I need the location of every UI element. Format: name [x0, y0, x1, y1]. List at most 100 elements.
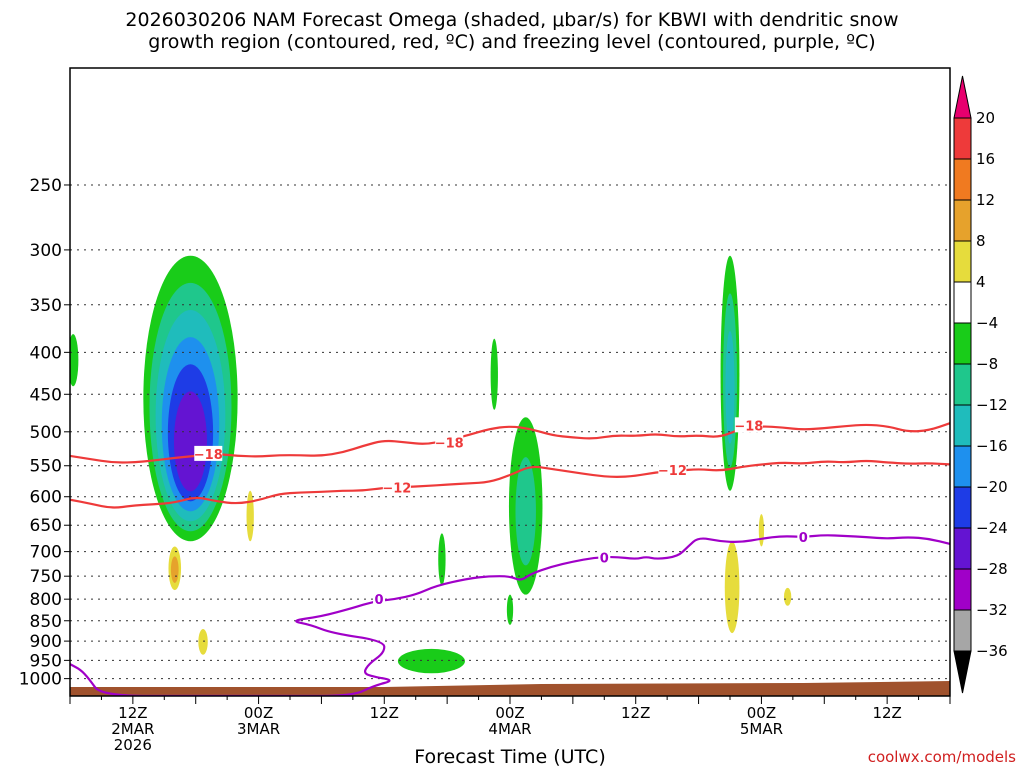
- omega-feature-5-layer-0: [506, 594, 514, 625]
- colorbar-bottom-arrow: [953, 650, 972, 694]
- colorbar-label: 16: [976, 150, 995, 168]
- time-tick-label: 00Z: [244, 704, 273, 722]
- omega-feature-6-layer-2: [725, 330, 735, 444]
- omega-feature-7-layer-0: [70, 334, 79, 387]
- pressure-tick-label-550: 550: [30, 457, 62, 477]
- colorbar: 20 16 12 8 4 −4 −8 −12 −16 −20 −24 −28 −32 −36: [953, 75, 1008, 694]
- chart-subtitle: growth region (contoured, red, ºC) and f…: [148, 31, 876, 53]
- time-tick-label: 2MAR: [111, 720, 154, 738]
- contour-labels: −18 −18 −18 −12 −12 0 0 0: [194, 417, 810, 608]
- time-tick-label: 4MAR: [488, 720, 531, 738]
- chart-title: 2026030206 NAM Forecast Omega (shaded, μ…: [125, 9, 899, 31]
- contour-label-bg: [797, 529, 810, 545]
- colorbar-bin-6: [953, 322, 972, 365]
- colorbar-bin-5: [953, 281, 972, 324]
- colorbar-bin-3: [953, 199, 972, 242]
- contour-label-4: −12: [658, 464, 687, 479]
- pressure-tick-label-850: 850: [30, 612, 62, 632]
- colorbar-label: −28: [976, 560, 1008, 578]
- contour-line-2: [70, 534, 950, 696]
- colorbar-bin-2: [953, 158, 972, 201]
- contour-label-bg: [734, 417, 763, 433]
- pressure-tick-label-800: 800: [30, 590, 62, 610]
- omega-feature-2-layer-1: [515, 457, 536, 566]
- contour-line-1: [70, 459, 950, 509]
- colorbar-bin-8: [953, 404, 972, 447]
- pressure-tick-label-1000: 1000: [19, 670, 62, 690]
- contour-label-7: 0: [799, 531, 808, 546]
- ascent-feature-2-layer-0: [246, 490, 254, 542]
- ascent-feature-5-layer-0: [783, 587, 792, 606]
- colorbar-label: −24: [976, 519, 1008, 537]
- omega-feature-3-layer-0: [397, 648, 465, 674]
- pressure-tick-label-700: 700: [30, 543, 62, 563]
- pressure-tick-label-300: 300: [30, 241, 62, 261]
- colorbar-bin-10: [953, 486, 972, 529]
- colorbar-bin-13: [953, 609, 972, 652]
- time-tick-label: 12Z: [621, 704, 650, 722]
- colorbar-label: −4: [976, 314, 998, 332]
- colorbar-label: 12: [976, 191, 995, 209]
- pressure-axis: 2503003504004505005506006507007508008509…: [19, 176, 70, 690]
- pressure-tick-label-400: 400: [30, 343, 62, 363]
- pressure-tick-label-650: 650: [30, 516, 62, 536]
- ascent-feature-4-layer-0: [758, 514, 765, 547]
- colorbar-label: 20: [976, 109, 995, 127]
- pressure-tick-label-600: 600: [30, 488, 62, 508]
- contour-label-0: −18: [194, 448, 223, 463]
- time-tick-label: 12Z: [370, 704, 399, 722]
- time-tick-label: 00Z: [495, 704, 524, 722]
- contour-label-6: 0: [600, 552, 609, 567]
- colorbar-label: −32: [976, 601, 1008, 619]
- contour-label-3: −12: [382, 482, 411, 497]
- contour-label-bg: [373, 591, 386, 607]
- contour-label-1: −18: [435, 436, 464, 451]
- colorbar-label: 8: [976, 232, 986, 250]
- colorbar-label: −20: [976, 478, 1008, 496]
- time-tick-label: 12Z: [872, 704, 901, 722]
- ascent-feature-1-layer-0: [198, 629, 208, 655]
- pressure-tick-label-250: 250: [30, 176, 62, 196]
- colorbar-bin-9: [953, 445, 972, 488]
- pressure-tick-label-900: 900: [30, 632, 62, 652]
- colorbar-label: −36: [976, 642, 1008, 660]
- ascent-feature-3-layer-0: [724, 541, 740, 634]
- contour-label-bg: [658, 462, 687, 478]
- contour-label-2: −18: [734, 419, 763, 434]
- x-axis-label: Forecast Time (UTC): [414, 746, 606, 768]
- time-tick-label: 12Z: [118, 704, 147, 722]
- colorbar-bin-4: [953, 240, 972, 283]
- colorbar-bin-12: [953, 568, 972, 611]
- contour-label-bg: [382, 479, 411, 495]
- colorbar-label: −8: [976, 355, 998, 373]
- credit-text: coolwx.com/models: [867, 748, 1016, 766]
- contour-label-bg: [194, 445, 223, 461]
- pressure-tick-label-450: 450: [30, 385, 62, 405]
- terrain-band: [70, 681, 950, 696]
- omega-feature-1-layer-0: [490, 338, 498, 410]
- colorbar-bin-7: [953, 363, 972, 406]
- colorbar-top-arrow: [953, 75, 972, 119]
- pressure-tick-label-750: 750: [30, 567, 62, 587]
- ascent-feature-0-layer-1: [170, 556, 179, 583]
- colorbar-label: 4: [976, 273, 986, 291]
- omega-feature-4-layer-0: [438, 533, 446, 586]
- time-tick-label: 5MAR: [740, 720, 783, 738]
- contour-label-5: 0: [375, 593, 384, 608]
- contour-label-bg: [435, 434, 464, 450]
- colorbar-label: −16: [976, 437, 1008, 455]
- contour-label-bg: [598, 549, 611, 565]
- terrain-fill: [70, 681, 950, 696]
- time-tick-label: 00Z: [747, 704, 776, 722]
- omega-shading: [70, 255, 792, 674]
- pressure-tick-label-500: 500: [30, 423, 62, 443]
- colorbar-label: −12: [976, 396, 1008, 414]
- colorbar-bin-1: [953, 117, 972, 160]
- time-tick-label: 2026: [114, 736, 152, 754]
- pressure-tick-label-950: 950: [30, 651, 62, 671]
- time-tick-label: 3MAR: [237, 720, 280, 738]
- colorbar-bin-11: [953, 527, 972, 570]
- omega-feature-0-layer-5: [173, 391, 207, 492]
